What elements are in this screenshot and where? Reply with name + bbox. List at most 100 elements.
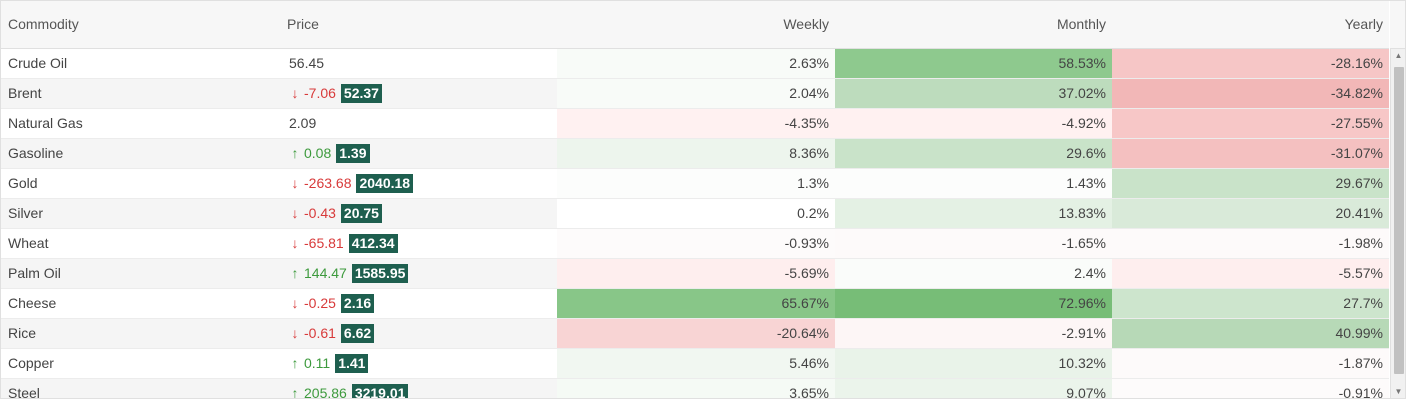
commodity-name: Steel bbox=[8, 385, 40, 399]
price-badge: 412.34 bbox=[348, 233, 398, 253]
price-cell: 56.45 bbox=[281, 49, 557, 78]
yearly-change-cell: 27.7% bbox=[1112, 289, 1389, 318]
monthly-change-cell: 37.02% bbox=[835, 79, 1112, 108]
price-cell: ↓ -0.25 2.16 bbox=[281, 289, 557, 318]
monthly-change-cell: 58.53% bbox=[835, 49, 1112, 78]
monthly-change-cell: 29.6% bbox=[835, 139, 1112, 168]
table-row[interactable]: Wheat ↓ -65.81 412.34 -0.93% -1.65% -1.98% bbox=[1, 229, 1389, 259]
grid-body: Crude Oil 56.45 2.63% 58.53% -28.16% Brent ↓ -7… bbox=[1, 49, 1389, 399]
scroll-up-icon[interactable]: ▲ bbox=[1394, 51, 1403, 60]
price-change: -263.68 bbox=[304, 175, 352, 191]
weekly-change-cell: 2.04% bbox=[557, 79, 835, 108]
table-row[interactable]: Gasoline ↑ 0.08 1.39 8.36% 29.6% -31.07% bbox=[1, 139, 1389, 169]
weekly-change-cell: 2.63% bbox=[557, 49, 835, 78]
price-badge: 1585.95 bbox=[351, 263, 409, 283]
price-cell: 2.09 bbox=[281, 109, 557, 138]
price-change: 144.47 bbox=[304, 265, 347, 281]
monthly-change-cell: 2.4% bbox=[835, 259, 1112, 288]
monthly-change-cell: -2.91% bbox=[835, 319, 1112, 348]
table-row[interactable]: Crude Oil 56.45 2.63% 58.53% -28.16% bbox=[1, 49, 1389, 79]
price-change: -0.43 bbox=[304, 205, 336, 221]
yearly-change-cell: -31.07% bbox=[1112, 139, 1389, 168]
yearly-change-cell: 20.41% bbox=[1112, 199, 1389, 228]
arrow-down-icon: ↓ bbox=[291, 235, 299, 251]
commodities-grid: Commodity Price Weekly Monthly Yearly Cr… bbox=[0, 0, 1406, 399]
price-change: 205.86 bbox=[304, 385, 347, 399]
arrow-up-icon: ↑ bbox=[291, 355, 299, 371]
price-cell: ↑ 205.86 3219.01 bbox=[281, 379, 557, 399]
yearly-change-cell: 40.99% bbox=[1112, 319, 1389, 348]
table-row[interactable]: Palm Oil ↑ 144.47 1585.95 -5.69% 2.4% -5.57% bbox=[1, 259, 1389, 289]
arrow-down-icon: ↓ bbox=[291, 325, 299, 341]
vertical-scrollbar[interactable]: ▲ ▼ bbox=[1390, 49, 1405, 398]
column-header-weekly[interactable]: Weekly bbox=[783, 16, 829, 32]
price-value: 56.45 bbox=[289, 55, 325, 71]
table-row[interactable]: Silver ↓ -0.43 20.75 0.2% 13.83% 20.41% bbox=[1, 199, 1389, 229]
monthly-change-cell: 1.43% bbox=[835, 169, 1112, 198]
monthly-change-cell: 13.83% bbox=[835, 199, 1112, 228]
price-change: -0.61 bbox=[304, 325, 336, 341]
price-badge: 1.39 bbox=[336, 143, 370, 163]
yearly-change-cell: -27.55% bbox=[1112, 109, 1389, 138]
column-header-yearly[interactable]: Yearly bbox=[1344, 16, 1383, 32]
price-cell: ↓ -65.81 412.34 bbox=[281, 229, 557, 258]
column-header-commodity[interactable]: Commodity bbox=[8, 16, 79, 32]
yearly-change-cell: -1.87% bbox=[1112, 349, 1389, 378]
arrow-down-icon: ↓ bbox=[291, 85, 299, 101]
commodity-name: Silver bbox=[8, 205, 44, 221]
arrow-up-icon: ↑ bbox=[291, 145, 299, 161]
header-scroll-corner bbox=[1390, 1, 1405, 49]
table-row[interactable]: Gold ↓ -263.68 2040.18 1.3% 1.43% 29.67% bbox=[1, 169, 1389, 199]
commodity-name: Brent bbox=[8, 85, 42, 101]
table-row[interactable]: Brent ↓ -7.06 52.37 2.04% 37.02% -34.82% bbox=[1, 79, 1389, 109]
table-row[interactable]: Rice ↓ -0.61 6.62 -20.64% -2.91% 40.99% bbox=[1, 319, 1389, 349]
price-badge: 20.75 bbox=[340, 203, 382, 223]
price-badge: 2.16 bbox=[340, 293, 375, 313]
commodity-name: Cheese bbox=[8, 295, 57, 311]
price-cell: ↑ 0.08 1.39 bbox=[281, 139, 557, 168]
column-header-monthly[interactable]: Monthly bbox=[1056, 16, 1106, 32]
price-value: 2.09 bbox=[289, 115, 317, 131]
arrow-down-icon: ↓ bbox=[291, 175, 299, 191]
price-cell: ↓ -7.06 52.37 bbox=[281, 79, 557, 108]
arrow-up-icon: ↑ bbox=[291, 385, 299, 399]
arrow-down-icon: ↓ bbox=[291, 295, 299, 311]
price-cell: ↑ 0.11 1.41 bbox=[281, 349, 557, 378]
price-change: -0.25 bbox=[304, 295, 336, 311]
scrollbar-thumb[interactable] bbox=[1394, 67, 1404, 374]
weekly-change-cell: 3.65% bbox=[557, 379, 835, 398]
table-row[interactable]: Copper ↑ 0.11 1.41 5.46% 10.32% -1.87% bbox=[1, 349, 1389, 379]
weekly-change-cell: 8.36% bbox=[557, 139, 835, 168]
scroll-down-icon[interactable]: ▼ bbox=[1394, 387, 1403, 396]
price-badge: 3219.01 bbox=[351, 383, 409, 398]
weekly-change-cell: 65.67% bbox=[557, 289, 835, 318]
commodity-name: Natural Gas bbox=[8, 115, 83, 131]
commodity-name: Gold bbox=[8, 175, 38, 191]
commodity-name: Palm Oil bbox=[8, 265, 61, 281]
table-row[interactable]: Natural Gas 2.09 -4.35% -4.92% -27.55% bbox=[1, 109, 1389, 139]
price-cell: ↓ -0.43 20.75 bbox=[281, 199, 557, 228]
table-row[interactable]: Steel ↑ 205.86 3219.01 3.65% 9.07% -0.91% bbox=[1, 379, 1389, 399]
grid-header: Commodity Price Weekly Monthly Yearly bbox=[1, 1, 1389, 49]
table-row[interactable]: Cheese ↓ -0.25 2.16 65.67% 72.96% 27.7% bbox=[1, 289, 1389, 319]
weekly-change-cell: -5.69% bbox=[557, 259, 835, 288]
monthly-change-cell: -4.92% bbox=[835, 109, 1112, 138]
yearly-change-cell: -0.91% bbox=[1112, 379, 1389, 398]
commodity-name: Gasoline bbox=[8, 145, 64, 161]
weekly-change-cell: -0.93% bbox=[557, 229, 835, 258]
price-change: -7.06 bbox=[304, 85, 336, 101]
price-cell: ↓ -0.61 6.62 bbox=[281, 319, 557, 348]
price-change: 0.11 bbox=[304, 355, 331, 371]
column-header-price[interactable]: Price bbox=[287, 16, 319, 32]
yearly-change-cell: 29.67% bbox=[1112, 169, 1389, 198]
price-change: -65.81 bbox=[304, 235, 344, 251]
yearly-change-cell: -28.16% bbox=[1112, 49, 1389, 78]
monthly-change-cell: 72.96% bbox=[835, 289, 1112, 318]
price-badge: 52.37 bbox=[340, 83, 382, 103]
weekly-change-cell: 5.46% bbox=[557, 349, 835, 378]
yearly-change-cell: -5.57% bbox=[1112, 259, 1389, 288]
weekly-change-cell: -20.64% bbox=[557, 319, 835, 348]
price-badge: 2040.18 bbox=[356, 173, 414, 193]
commodity-name: Rice bbox=[8, 325, 37, 341]
yearly-change-cell: -34.82% bbox=[1112, 79, 1389, 108]
